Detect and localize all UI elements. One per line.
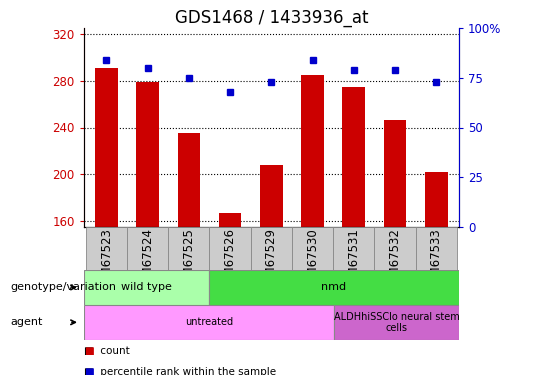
Text: GSM67524: GSM67524: [141, 228, 154, 292]
Bar: [251, 227, 292, 270]
Bar: [84, 305, 334, 340]
Bar: [209, 270, 459, 305]
Bar: [425, 172, 448, 227]
Text: wild type: wild type: [121, 282, 172, 292]
Text: untreated: untreated: [185, 317, 233, 327]
Bar: [219, 213, 241, 227]
Bar: [210, 227, 251, 270]
Text: GSM67533: GSM67533: [430, 228, 443, 292]
Text: ■: ■: [84, 367, 93, 375]
Text: GSM67530: GSM67530: [306, 228, 319, 292]
Bar: [292, 227, 333, 270]
Bar: [334, 305, 459, 340]
Bar: [168, 227, 210, 270]
Text: nmd: nmd: [321, 282, 347, 292]
Bar: [333, 227, 374, 270]
Bar: [416, 227, 457, 270]
Text: GSM67523: GSM67523: [100, 228, 113, 292]
Text: ■  percentile rank within the sample: ■ percentile rank within the sample: [84, 367, 276, 375]
Text: ■: ■: [84, 346, 93, 356]
Bar: [86, 227, 127, 270]
Bar: [178, 134, 200, 227]
Text: GSM67529: GSM67529: [265, 228, 278, 292]
Bar: [84, 270, 209, 305]
Text: genotype/variation: genotype/variation: [11, 282, 117, 292]
Bar: [342, 87, 365, 227]
Text: agent: agent: [11, 317, 43, 327]
Bar: [127, 227, 168, 270]
Bar: [384, 120, 407, 227]
Text: ALDHhiSSClo neural stem
cells: ALDHhiSSClo neural stem cells: [334, 312, 460, 333]
Text: GSM67531: GSM67531: [347, 228, 360, 292]
Title: GDS1468 / 1433936_at: GDS1468 / 1433936_at: [174, 9, 368, 27]
Text: GSM67532: GSM67532: [389, 228, 402, 292]
Text: ■  count: ■ count: [84, 346, 130, 356]
Bar: [95, 68, 118, 227]
Text: GSM67526: GSM67526: [224, 228, 237, 292]
Bar: [301, 75, 324, 227]
Bar: [136, 82, 159, 227]
Text: GSM67525: GSM67525: [183, 228, 195, 292]
Bar: [374, 227, 416, 270]
Bar: [260, 165, 283, 227]
